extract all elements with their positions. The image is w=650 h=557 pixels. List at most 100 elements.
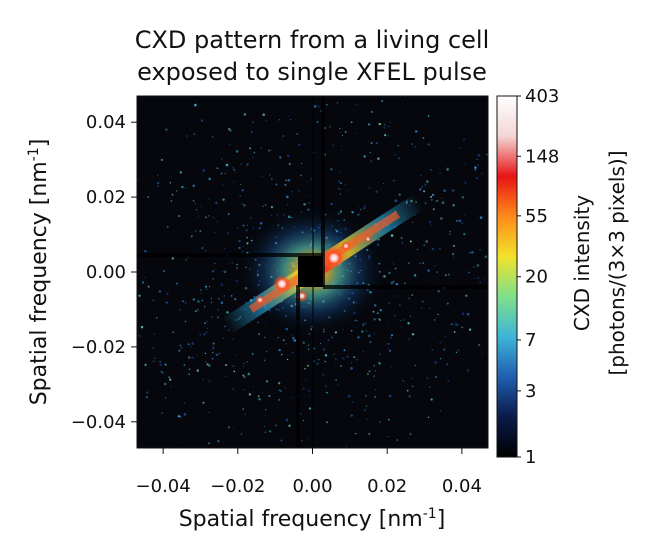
speckle-dot: [222, 198, 225, 201]
speckle-dot: [475, 177, 478, 180]
speckle-dot: [233, 370, 236, 373]
speckle-dot: [296, 133, 299, 136]
speckle-dot: [205, 288, 208, 290]
speckle-dot: [210, 349, 212, 351]
speckle-dot: [340, 182, 342, 184]
speckle-dot: [178, 349, 181, 352]
speckle-dot: [474, 168, 477, 171]
speckle-dot: [169, 182, 171, 184]
speckle-dot: [259, 221, 263, 225]
speckle-dot: [458, 219, 462, 223]
speckle-dot: [361, 330, 364, 333]
speckle-dot: [330, 168, 333, 171]
speckle-dot: [392, 179, 395, 182]
speckle-dot: [365, 405, 367, 407]
speckle-dot: [223, 294, 226, 297]
speckle-dot: [411, 143, 414, 145]
speckle-dot: [236, 226, 239, 229]
speckle-dot: [216, 353, 219, 356]
speckle-dot: [336, 102, 338, 104]
speckle-dot: [293, 339, 297, 342]
speckle-dot: [441, 201, 445, 205]
speckle-dot: [407, 321, 410, 325]
speckle-dot: [208, 198, 210, 201]
speckle-dot: [263, 336, 266, 339]
speckle-dot: [188, 373, 191, 376]
speckle-dot: [155, 316, 158, 319]
speckle-dot: [439, 172, 441, 174]
speckle-dot: [455, 351, 458, 354]
speckle-dot: [171, 193, 174, 196]
speckle-dot: [231, 262, 233, 264]
speckle-dot: [291, 351, 294, 354]
speckle-dot: [396, 439, 399, 441]
speckle-dot: [137, 178, 140, 181]
speckle-dot: [162, 270, 165, 273]
speckle-dot: [243, 113, 247, 116]
speckle-dot: [414, 266, 416, 268]
speckle-dot: [216, 167, 219, 170]
speckle-dot: [242, 365, 244, 367]
speckle-dot: [204, 285, 208, 288]
speckle-dot: [444, 274, 447, 277]
speckle-dot: [341, 134, 344, 137]
speckle-dot: [212, 342, 215, 345]
speckle-dot: [197, 300, 200, 303]
hot-spot: [324, 248, 344, 268]
speckle-dot: [215, 201, 218, 205]
speckle-dot: [196, 308, 199, 312]
y-tick-label: 0.02: [86, 187, 126, 208]
speckle-dot: [246, 163, 249, 166]
speckle-dot: [276, 338, 278, 340]
speckle-dot: [235, 354, 238, 357]
speckle-dot: [227, 426, 230, 429]
speckle-dot: [430, 224, 433, 226]
speckle-dot: [420, 307, 423, 309]
speckle-dot: [324, 360, 326, 363]
speckle-dot: [363, 155, 366, 158]
speckle-dot: [419, 262, 421, 265]
speckle-dot: [431, 193, 435, 197]
speckle-dot: [249, 216, 253, 220]
speckle-dot: [409, 240, 412, 243]
speckle-dot: [179, 171, 183, 174]
speckle-dot: [264, 322, 266, 324]
speckle-dot: [367, 334, 371, 338]
speckle-dot: [191, 356, 194, 360]
speckle-dot: [409, 432, 412, 436]
speckle-dot: [270, 205, 274, 209]
speckle-dot: [279, 389, 282, 393]
speckle-dot: [164, 382, 167, 386]
speckle-dot: [302, 341, 306, 344]
speckle-dot: [355, 432, 357, 435]
speckle-dot: [322, 348, 326, 351]
speckle-dot: [152, 347, 155, 350]
speckle-dot: [146, 329, 147, 331]
speckle-dot: [180, 347, 183, 350]
speckle-dot: [407, 262, 410, 265]
chart-title-line-1: CXD pattern from a living cell: [135, 26, 490, 54]
speckle-dot: [461, 326, 464, 329]
speckle-dot: [447, 273, 450, 276]
speckle-dot: [287, 115, 289, 117]
speckle-dot: [302, 388, 304, 390]
speckle-dot: [327, 338, 330, 342]
speckle-dot: [202, 401, 205, 404]
speckle-dot: [471, 251, 474, 254]
speckle-dot: [420, 174, 422, 176]
x-axis-ticks: −0.04 −0.02 0.00 0.02 0.04: [136, 448, 482, 497]
speckle-dot: [407, 438, 409, 440]
speckle-dot: [220, 283, 224, 287]
speckle-dot: [249, 322, 251, 324]
speckle-dot: [392, 261, 394, 264]
speckle-dot: [199, 229, 202, 233]
speckle-dot: [184, 302, 187, 304]
speckle-dot: [363, 437, 364, 439]
speckle-dot: [192, 184, 195, 188]
hot-spot: [255, 295, 265, 305]
speckle-dot: [230, 388, 232, 390]
speckle-dot: [308, 407, 312, 410]
speckle-dot: [377, 361, 381, 365]
speckle-dot: [446, 302, 449, 305]
speckle-dot: [408, 395, 411, 398]
